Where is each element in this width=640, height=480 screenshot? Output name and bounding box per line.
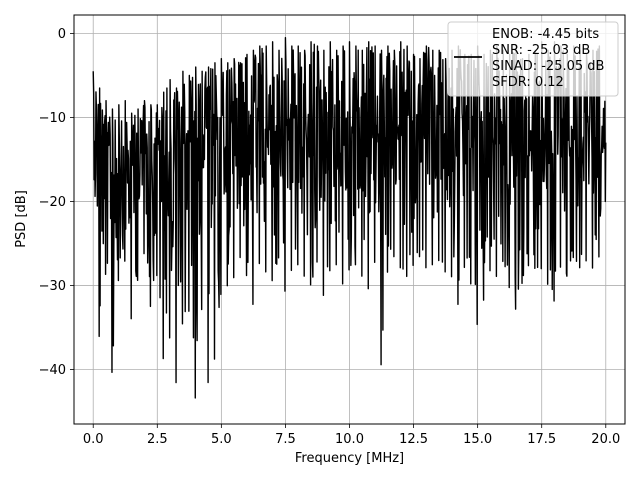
x-tick-label: 7.5 [275,432,296,447]
x-tick-label: 20.0 [591,432,620,447]
x-tick-label: 5.0 [211,432,232,447]
x-tick-label: 17.5 [527,432,556,447]
x-tick-label: 10.0 [335,432,364,447]
legend-snr: SNR: -25.03 dB [492,43,590,58]
x-tick-label: 15.0 [463,432,492,447]
legend-sfdr: SFDR: 0.12 [492,75,564,90]
axis-ticks: 0.0 2.5 5.0 7.5 10.0 12.5 15.0 17.5 20.0 0 −10 −20 −… [39,27,621,447]
x-tick-label: 2.5 [147,432,168,447]
x-axis-label: Frequency [MHz] [295,451,404,466]
y-tick-label: −10 [39,111,66,126]
legend: ENOB: -4.45 bits SNR: -25.03 dB SINAD: -… [447,21,619,97]
legend-box [447,21,619,97]
x-tick-label: 0.0 [83,432,104,447]
x-tick-label: 12.5 [399,432,428,447]
y-tick-label: 0 [58,27,66,42]
psd-trace [92,36,607,399]
legend-sinad: SINAD: -25.05 dB [492,59,604,74]
psd-series [92,36,607,399]
y-axis-label: PSD [dB] [14,190,29,248]
y-tick-label: −30 [39,279,66,294]
legend-enob: ENOB: -4.45 bits [492,27,599,42]
y-tick-label: −20 [39,195,66,210]
y-tick-label: −40 [39,363,66,378]
